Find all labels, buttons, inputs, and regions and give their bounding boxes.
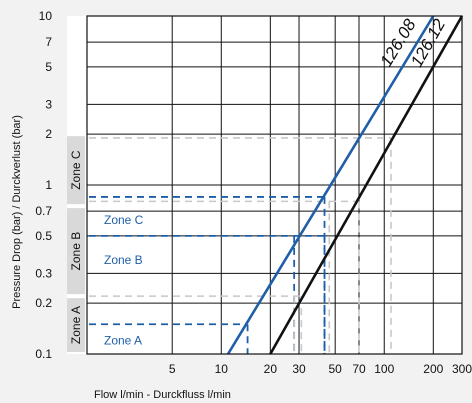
x-tick-label: 50 bbox=[329, 362, 343, 376]
zone-inner-label: Zone B bbox=[104, 253, 143, 267]
zone-bands: Zone A Zone B Zone C bbox=[67, 136, 85, 352]
y-tick-labels: 10 7 5 3 2 1 0.7 0.5 0.3 0.2 0.1 bbox=[35, 9, 52, 361]
reference-lines bbox=[89, 137, 392, 354]
x-tick-label: 70 bbox=[352, 362, 366, 376]
series-line bbox=[226, 15, 435, 355]
y-axis-title: Pressure Drop (bar) / Durckverlust (bar) bbox=[11, 115, 23, 309]
plot-border bbox=[86, 15, 463, 355]
y-tick-label: 7 bbox=[45, 35, 52, 49]
y-tick-label: 0.7 bbox=[35, 204, 52, 218]
x-tick-label: 100 bbox=[374, 362, 394, 376]
zone-band-label: Zone A bbox=[69, 306, 83, 344]
zone-band-label: Zone C bbox=[69, 150, 83, 190]
zone-band-label: Zone B bbox=[69, 232, 83, 271]
x-tick-label: 300 bbox=[452, 362, 472, 376]
y-tick-label: 10 bbox=[39, 9, 53, 23]
y-tick-label: 1 bbox=[45, 178, 52, 192]
zone-inner-label: Zone A bbox=[104, 334, 142, 348]
grid bbox=[87, 16, 462, 354]
x-tick-label: 10 bbox=[215, 362, 229, 376]
x-tick-label: 200 bbox=[423, 362, 443, 376]
zone-inner-label: Zone C bbox=[104, 213, 144, 227]
x-tick-label: 30 bbox=[292, 362, 306, 376]
x-tick-label: 5 bbox=[169, 362, 176, 376]
y-tick-label: 0.2 bbox=[35, 296, 52, 310]
zone-band bbox=[67, 208, 85, 295]
y-tick-label: 2 bbox=[45, 127, 52, 141]
series-line bbox=[269, 15, 464, 355]
zone-band bbox=[67, 136, 85, 205]
x-axis-title: Flow l/min - Durckfluss l/min bbox=[94, 389, 231, 401]
x-tick-labels: 5 10 20 30 50 70 100 200 300 bbox=[169, 362, 472, 376]
y-tick-label: 0.1 bbox=[35, 347, 52, 361]
y-tick-label: 0.5 bbox=[35, 229, 52, 243]
zone-inner-labels: Zone C Zone B Zone A bbox=[104, 213, 144, 348]
y-tick-label: 3 bbox=[45, 97, 52, 111]
x-tick-label: 20 bbox=[264, 362, 278, 376]
zone-band bbox=[67, 298, 85, 352]
y-tick-label: 5 bbox=[45, 60, 52, 74]
y-tick-label: 0.3 bbox=[35, 266, 52, 280]
